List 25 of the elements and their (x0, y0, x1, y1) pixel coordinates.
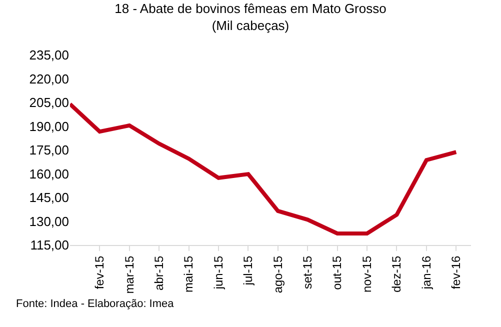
x-tick-label: ago-15 (270, 255, 285, 294)
x-tick-label: jul-15 (241, 255, 256, 286)
line-series (70, 102, 458, 236)
x-tick-label: jun-15 (211, 255, 226, 290)
x-tick-label: fev-16 (449, 255, 464, 290)
y-tick-label: 205,00 (29, 95, 69, 110)
x-tick-label: abr-15 (152, 255, 166, 290)
y-tick-label: 130,00 (29, 214, 69, 229)
x-tick-label: mar-15 (122, 255, 136, 294)
x-tick-label: jan-16 (419, 255, 434, 290)
y-tick-label: 235,00 (29, 48, 69, 63)
x-tick-label: out-15 (330, 255, 344, 290)
y-tick-label: 190,00 (29, 118, 69, 134)
y-tick-label: 220,00 (29, 71, 69, 86)
y-tick-label: 160,00 (29, 166, 69, 182)
x-tick-label: fev-15 (92, 255, 107, 290)
y-tick-label: 145,00 (29, 190, 69, 206)
x-tick-label: dez-15 (390, 255, 404, 293)
y-tick-label: 115,00 (30, 238, 69, 253)
chart-title: 18 - Abate de bovinos fêmeas em Mato Grosso (Mil cabeças) (114, 1, 386, 33)
y-tick-label: 175,00 (29, 142, 69, 158)
source-note: Fonte: Indea - Elaboração: Imea (16, 298, 175, 310)
x-tick-label: set-15 (300, 255, 315, 290)
x-tick-label: mai-15 (182, 255, 196, 292)
x-tick-label: nov-15 (360, 255, 374, 293)
